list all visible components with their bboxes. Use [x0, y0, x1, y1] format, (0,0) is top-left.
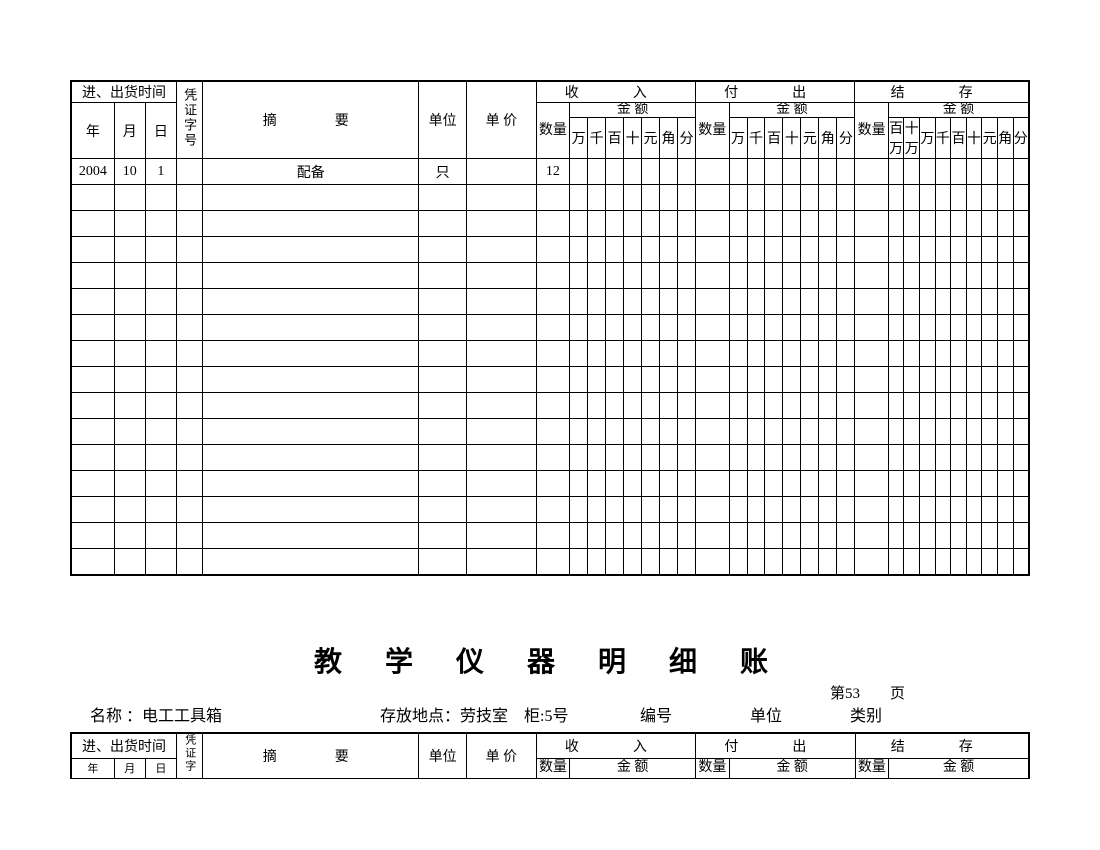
empty-row — [71, 471, 1029, 497]
page-title: 教 学 仪 器 明 细 账 — [70, 640, 1030, 680]
d: 角 — [819, 118, 837, 159]
cell-income-qty: 12 — [536, 159, 570, 185]
d: 十 — [966, 118, 982, 159]
hdr-month: 月 — [114, 103, 145, 159]
meta-location: 存放地点：劳技室 柜:5号 — [380, 702, 568, 726]
empty-row — [71, 419, 1029, 445]
hdr-inc-amt2: 金 额 — [570, 758, 696, 778]
hdr-price2: 单 价 — [467, 733, 537, 779]
d: 分 — [678, 118, 696, 159]
empty-row — [71, 263, 1029, 289]
hdr-unit: 单位 — [419, 81, 467, 159]
hdr-income-qty: 数量 — [536, 103, 570, 159]
hdr-balance2: 结 存 — [855, 733, 1029, 758]
hdr-income: 收 入 — [536, 81, 695, 103]
hdr-exp-qty2: 数量 — [696, 758, 730, 778]
d: 元 — [801, 118, 819, 159]
cell-year: 2004 — [71, 159, 114, 185]
cell-unit: 只 — [419, 159, 467, 185]
hdr-time: 进、出货时间 — [71, 81, 176, 103]
meta-unit: 单位 — [750, 702, 782, 726]
d: 万 — [570, 118, 588, 159]
hdr-voucher2: 凭证字 — [177, 733, 203, 779]
hdr-price: 单 价 — [467, 81, 537, 159]
ledger-page2: 教 学 仪 器 明 细 账 第53 页 名称 ：电工工具箱 存放地点：劳技室 柜… — [70, 640, 1030, 779]
empty-row — [71, 315, 1029, 341]
cell-day: 1 — [145, 159, 176, 185]
meta-name: 名称 ：电工工具箱 — [90, 702, 222, 726]
hdr-voucher: 凭证字号 — [176, 81, 202, 159]
hdr-summary: 摘 要 — [203, 81, 419, 159]
empty-row — [71, 497, 1029, 523]
empty-row — [71, 289, 1029, 315]
hdr-expense-qty: 数量 — [695, 103, 729, 159]
hdr-year2: 年 — [71, 758, 114, 778]
cell-voucher — [176, 159, 202, 185]
hdr-expense: 付 出 — [695, 81, 854, 103]
hdr-exp-amt2: 金 额 — [729, 758, 855, 778]
d: 元 — [642, 118, 660, 159]
d: 十万 — [904, 118, 920, 159]
hdr-day2: 日 — [145, 758, 176, 778]
d: 千 — [935, 118, 951, 159]
hdr-bal-qty2: 数量 — [855, 758, 889, 778]
hdr-bal-amt2: 金 额 — [889, 758, 1029, 778]
hdr-income-amt: 金 额 — [570, 103, 696, 118]
hdr-balance-qty: 数量 — [855, 103, 889, 159]
d: 百万 — [888, 118, 904, 159]
page-number: 第53 页 — [830, 682, 905, 703]
d: 元 — [982, 118, 998, 159]
cell-price — [467, 159, 537, 185]
ledger-top: 进、出货时间 凭证字号 摘 要 单位 单 价 收 入 付 出 结 存 年 月 日… — [70, 80, 1030, 576]
d: 万 — [920, 118, 936, 159]
hdr-day: 日 — [145, 103, 176, 159]
d: 百 — [606, 118, 624, 159]
hdr-expense2: 付 出 — [696, 733, 855, 758]
hdr-income2: 收 入 — [536, 733, 695, 758]
hdr-expense-amt: 金 额 — [729, 103, 855, 118]
ledger-table: 进、出货时间 凭证字号 摘 要 单位 单 价 收 入 付 出 结 存 年 月 日… — [70, 80, 1030, 576]
d: 十 — [624, 118, 642, 159]
empty-row — [71, 445, 1029, 471]
hdr-year: 年 — [71, 103, 114, 159]
hdr-summary2: 摘 要 — [203, 733, 419, 779]
empty-row — [71, 523, 1029, 549]
empty-row — [71, 367, 1029, 393]
empty-row — [71, 237, 1029, 263]
d: 角 — [660, 118, 678, 159]
d: 百 — [951, 118, 967, 159]
d: 千 — [747, 118, 765, 159]
hdr-time2: 进、出货时间 — [71, 733, 177, 758]
meta-category: 类别 — [850, 702, 882, 726]
hdr-month2: 月 — [114, 758, 145, 778]
row-1: 2004 10 1 配备 只 12 — [71, 159, 1029, 185]
d: 分 — [837, 118, 855, 159]
empty-row — [71, 185, 1029, 211]
cell-summary: 配备 — [203, 159, 419, 185]
d: 万 — [729, 118, 747, 159]
ledger-table-2: 进、出货时间 凭证字 摘 要 单位 单 价 收 入 付 出 结 存 年 月 日 … — [70, 732, 1030, 779]
empty-row — [71, 549, 1029, 575]
hdr-unit2: 单位 — [419, 733, 467, 779]
d: 分 — [1013, 118, 1029, 159]
d: 角 — [997, 118, 1013, 159]
d: 百 — [765, 118, 783, 159]
d: 千 — [588, 118, 606, 159]
d: 十 — [783, 118, 801, 159]
hdr-balance: 结 存 — [855, 81, 1029, 103]
cell-month: 10 — [114, 159, 145, 185]
empty-row — [71, 211, 1029, 237]
hdr-inc-qty2: 数量 — [536, 758, 570, 778]
meta-row: 第53 页 名称 ：电工工具箱 存放地点：劳技室 柜:5号 编号 单位 类别 — [70, 702, 1030, 726]
empty-row — [71, 341, 1029, 367]
empty-row — [71, 393, 1029, 419]
hdr-balance-amt: 金 额 — [888, 103, 1029, 118]
meta-number: 编号 — [640, 702, 672, 726]
